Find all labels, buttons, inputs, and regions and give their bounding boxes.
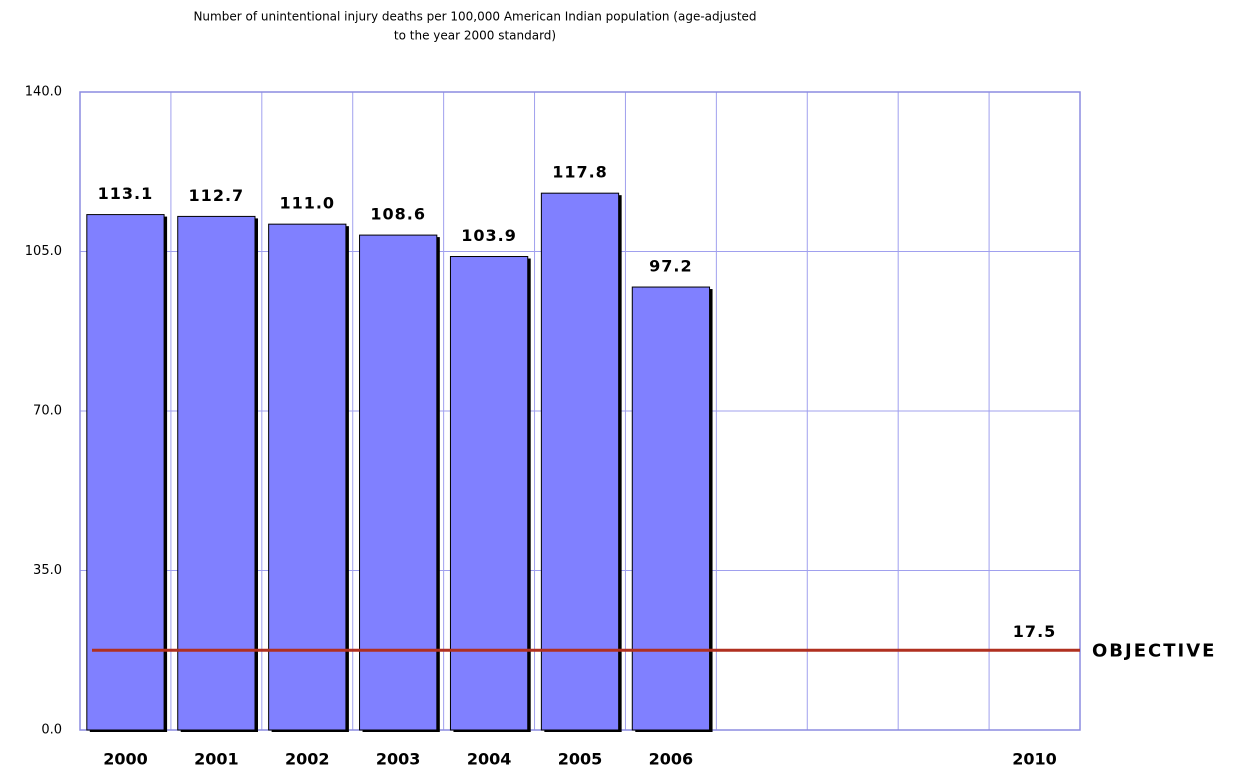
data-label: 112.7 bbox=[189, 186, 245, 205]
y-tick-label: 0.0 bbox=[41, 723, 62, 738]
y-tick-label: 140.0 bbox=[25, 85, 62, 100]
x-tick-label: 2010 bbox=[1012, 750, 1057, 769]
x-tick-label: 2006 bbox=[649, 750, 694, 769]
y-tick-label: 35.0 bbox=[33, 563, 62, 578]
x-tick-label: 2004 bbox=[467, 750, 512, 769]
bar bbox=[268, 223, 347, 731]
x-tick-label: 2002 bbox=[285, 750, 330, 769]
data-label: 117.8 bbox=[552, 163, 608, 182]
objective-value: 17.5 bbox=[1013, 622, 1056, 641]
y-tick-label: 70.0 bbox=[33, 404, 62, 419]
data-label: 113.1 bbox=[98, 184, 154, 203]
data-label: 111.0 bbox=[279, 194, 335, 213]
bar bbox=[449, 256, 529, 731]
data-label: 97.2 bbox=[649, 257, 692, 276]
bar bbox=[359, 234, 438, 731]
x-tick-label: 2000 bbox=[103, 750, 148, 769]
data-label: 103.9 bbox=[461, 226, 517, 245]
chart-title: to the year 2000 standard) bbox=[394, 29, 556, 43]
data-label: 108.6 bbox=[370, 205, 426, 224]
x-tick-label: 2001 bbox=[194, 750, 239, 769]
bar bbox=[86, 214, 165, 731]
x-tick-label: 2005 bbox=[558, 750, 603, 769]
bar bbox=[177, 215, 256, 731]
objective-label: OBJECTIVE bbox=[1092, 640, 1216, 661]
y-tick-label: 105.0 bbox=[25, 244, 62, 259]
bar bbox=[540, 192, 620, 731]
bar bbox=[631, 286, 711, 731]
x-tick-label: 2003 bbox=[376, 750, 421, 769]
chart-title: Number of unintentional injury deaths pe… bbox=[193, 10, 756, 24]
